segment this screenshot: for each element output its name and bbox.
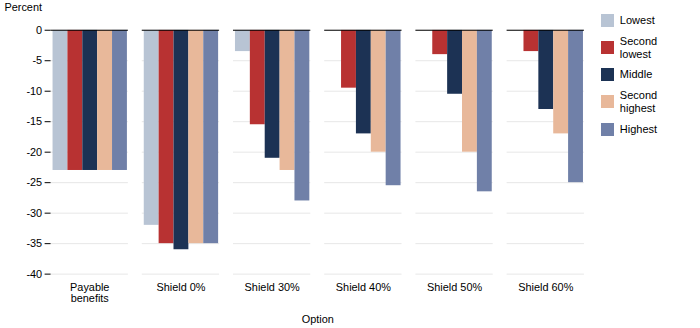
svg-text:-15: -15: [26, 115, 42, 127]
svg-text:Shield 30%: Shield 30%: [245, 281, 300, 293]
svg-text:Option: Option: [302, 313, 334, 325]
svg-text:Shield 0%: Shield 0%: [156, 281, 205, 293]
html-text:Lowest: Lowest: [619, 14, 655, 27]
svg-text:-30: -30: [26, 207, 42, 219]
html-text:Second lowest: Second lowest: [619, 35, 658, 60]
html-text:Second highest: Second highest: [619, 89, 658, 114]
svg-text:Payablebenefits: Payablebenefits: [70, 281, 109, 304]
svg-text:Shield 50%: Shield 50%: [427, 281, 482, 293]
svg-text:Shield 40%: Shield 40%: [336, 281, 391, 293]
svg-text:Percent: Percent: [4, 1, 42, 13]
html-text:Middle: Middle: [619, 68, 653, 81]
svg-text:-5: -5: [32, 54, 42, 66]
svg-text:0: 0: [36, 24, 42, 36]
svg-text:-40: -40: [26, 268, 42, 280]
svg-text:-10: -10: [26, 85, 42, 97]
svg-text:Shield 60%: Shield 60%: [518, 281, 573, 293]
svg-text:-35: -35: [26, 237, 42, 249]
html-text:Highest: Highest: [619, 122, 658, 135]
svg-text:-20: -20: [26, 146, 42, 158]
svg-text:-25: -25: [26, 176, 42, 188]
